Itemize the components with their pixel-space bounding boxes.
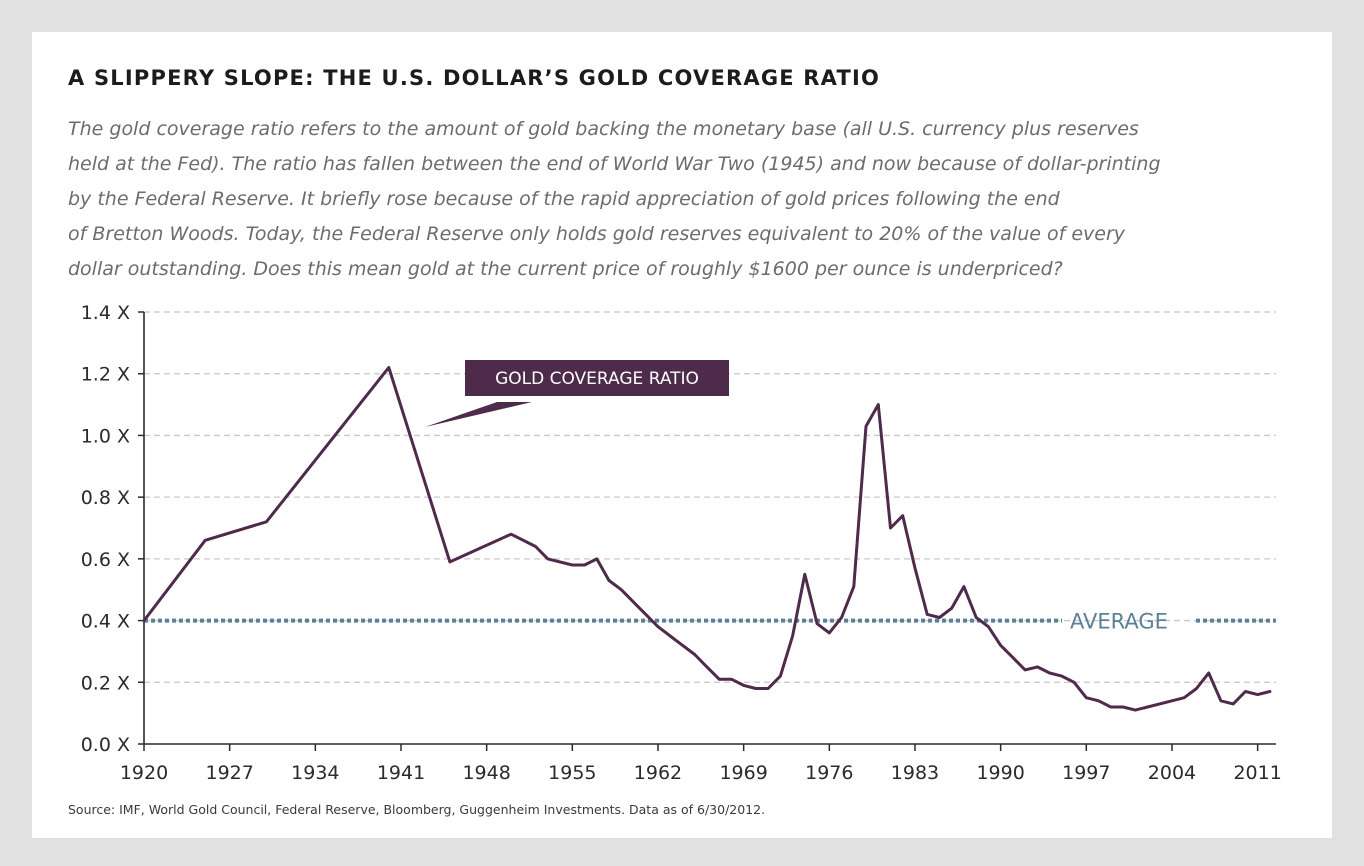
y-tick-label: 0.8 X — [81, 487, 130, 509]
y-tick-label: 1.2 X — [81, 364, 130, 386]
y-tick-label: 1.0 X — [81, 425, 130, 447]
description-line: held at the Fed). The ratio has fallen b… — [68, 153, 1161, 175]
x-tick-label: 1927 — [205, 762, 253, 784]
average-line-group: AVERAGE — [144, 610, 1276, 634]
callout-label: GOLD COVERAGE RATIO — [495, 369, 699, 389]
x-tick-label: 1976 — [805, 762, 853, 784]
y-tick-label: 0.2 X — [81, 672, 130, 694]
axes: 0.0 X 0.2 X 0.4 X 0.6 X 0.8 X 1.0 X 1.2 X 1.4 X… — [81, 302, 1282, 784]
chart-card: A SLIPPERY SLOPE: THE U.S. DOLLAR’S GOLD… — [32, 32, 1332, 838]
y-tick-label: 0.6 X — [81, 549, 130, 571]
x-tick-label: 2004 — [1148, 762, 1196, 784]
callout-pointer — [425, 402, 532, 427]
series-callout: GOLD COVERAGE RATIO — [425, 360, 729, 427]
x-tick-label: 1983 — [891, 762, 939, 784]
x-tick-label: 1955 — [548, 762, 596, 784]
description-line: by the Federal Reserve. It briefly rose … — [68, 188, 1060, 210]
x-tick-label: 1997 — [1062, 762, 1110, 784]
line-chart: AVERAGE 0.0 X 0.2 X 0.4 X 0.6 X 0.8 X 1.0 X 1.… — [81, 302, 1282, 784]
average-label: AVERAGE — [1070, 610, 1168, 634]
x-tick-label: 1920 — [120, 762, 168, 784]
description-line: dollar outstanding. Does this mean gold … — [68, 258, 1063, 280]
chart-title: A SLIPPERY SLOPE: THE U.S. DOLLAR’S GOLD… — [68, 66, 881, 90]
x-tick-label: 1969 — [719, 762, 767, 784]
x-tick-label: 1948 — [462, 762, 510, 784]
callout-box — [465, 360, 729, 396]
description-line: The gold coverage ratio refers to the am… — [68, 118, 1139, 140]
x-tick-label: 2011 — [1233, 762, 1281, 784]
x-tick-label: 1990 — [976, 762, 1024, 784]
source-note: Source: IMF, World Gold Council, Federal… — [68, 802, 766, 817]
y-tick-label: 1.4 X — [81, 302, 130, 324]
y-tick-label: 0.4 X — [81, 611, 130, 633]
x-tick-label: 1941 — [377, 762, 425, 784]
gold-coverage-line — [142, 366, 1272, 712]
series-group — [142, 366, 1272, 712]
chart-description: The gold coverage ratio refers to the am… — [68, 112, 1298, 287]
description-line: of Bretton Woods. Today, the Federal Res… — [68, 223, 1126, 245]
x-tick-label: 1962 — [634, 762, 682, 784]
x-tick-label: 1934 — [291, 762, 339, 784]
y-tick-label: 0.0 X — [81, 734, 130, 756]
